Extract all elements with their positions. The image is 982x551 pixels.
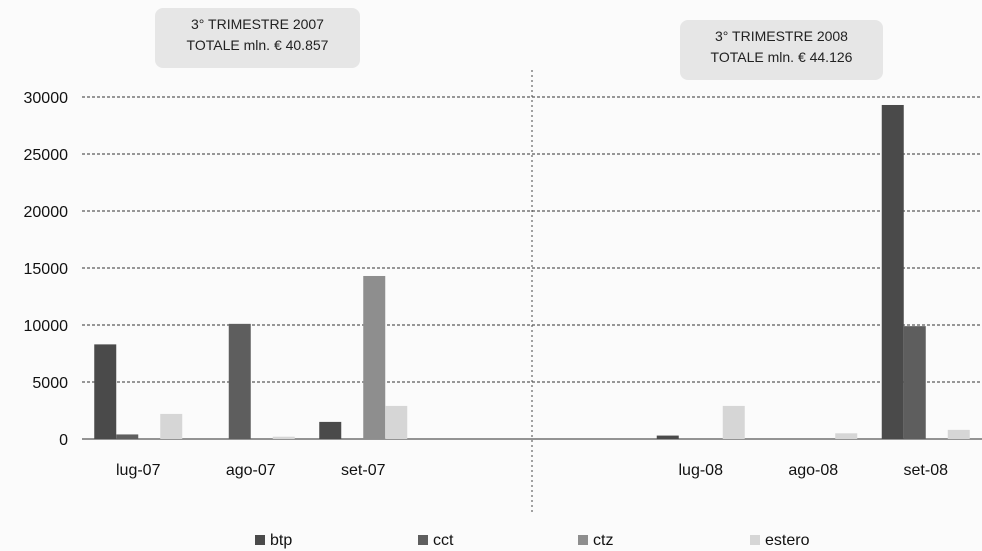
y-tick-label-10000: 10000 (24, 318, 69, 335)
x-tick-label-set-08: set-08 (904, 462, 949, 479)
x-tick-label-ago-07: ago-07 (226, 462, 276, 479)
bar-cct-ago-07 (228, 323, 251, 439)
bar-btp-set-08 (881, 104, 904, 439)
bar-estero-lug-08 (722, 405, 745, 439)
legend-label-cct: cct (433, 532, 454, 549)
y-tick-label-0: 0 (59, 432, 68, 449)
x-tick-label-lug-07: lug-07 (116, 462, 161, 479)
legend-swatch-estero (750, 535, 760, 545)
legend-label-estero: estero (765, 532, 810, 549)
bar-ctz-set-07 (363, 275, 386, 439)
bar-cct-lug-07 (116, 434, 139, 439)
bar-btp-lug-07 (94, 344, 117, 439)
legend-swatch-cct (418, 535, 428, 545)
y-tick-label-15000: 15000 (24, 261, 69, 278)
legend-label-btp: btp (270, 532, 292, 549)
x-tick-label-set-07: set-07 (341, 462, 386, 479)
annotation-q3-2008: 3° TRIMESTRE 2008 TOTALE mln. € 44.126 (680, 20, 883, 80)
annotation-q3-2008-line1: 3° TRIMESTRE 2008 (715, 28, 848, 44)
legend-label-ctz: ctz (593, 532, 613, 549)
annotation-q3-2007: 3° TRIMESTRE 2007 TOTALE mln. € 40.857 (155, 8, 360, 68)
bar-btp-set-07 (319, 421, 342, 439)
bar-estero-lug-07 (160, 413, 183, 439)
legend-swatch-btp (255, 535, 265, 545)
y-tick-label-30000: 30000 (24, 90, 69, 107)
bar-estero-set-08 (947, 429, 970, 439)
bar-cct-set-08 (903, 326, 926, 439)
bar-estero-ago-08 (835, 433, 858, 439)
annotation-q3-2008-line2: TOTALE mln. € 44.126 (710, 49, 853, 65)
bar-btp-lug-08 (656, 435, 679, 439)
annotation-q3-2007-line1: 3° TRIMESTRE 2007 (191, 16, 324, 32)
x-tick-label-ago-08: ago-08 (788, 462, 838, 479)
y-tick-label-25000: 25000 (24, 147, 69, 164)
y-tick-label-20000: 20000 (24, 204, 69, 221)
x-tick-label-lug-08: lug-08 (679, 462, 724, 479)
annotation-q3-2007-line2: TOTALE mln. € 40.857 (186, 37, 329, 53)
bar-estero-ago-07 (272, 436, 295, 439)
y-tick-label-5000: 5000 (32, 375, 68, 392)
bar-estero-set-07 (385, 405, 408, 439)
legend-swatch-ctz (578, 535, 588, 545)
